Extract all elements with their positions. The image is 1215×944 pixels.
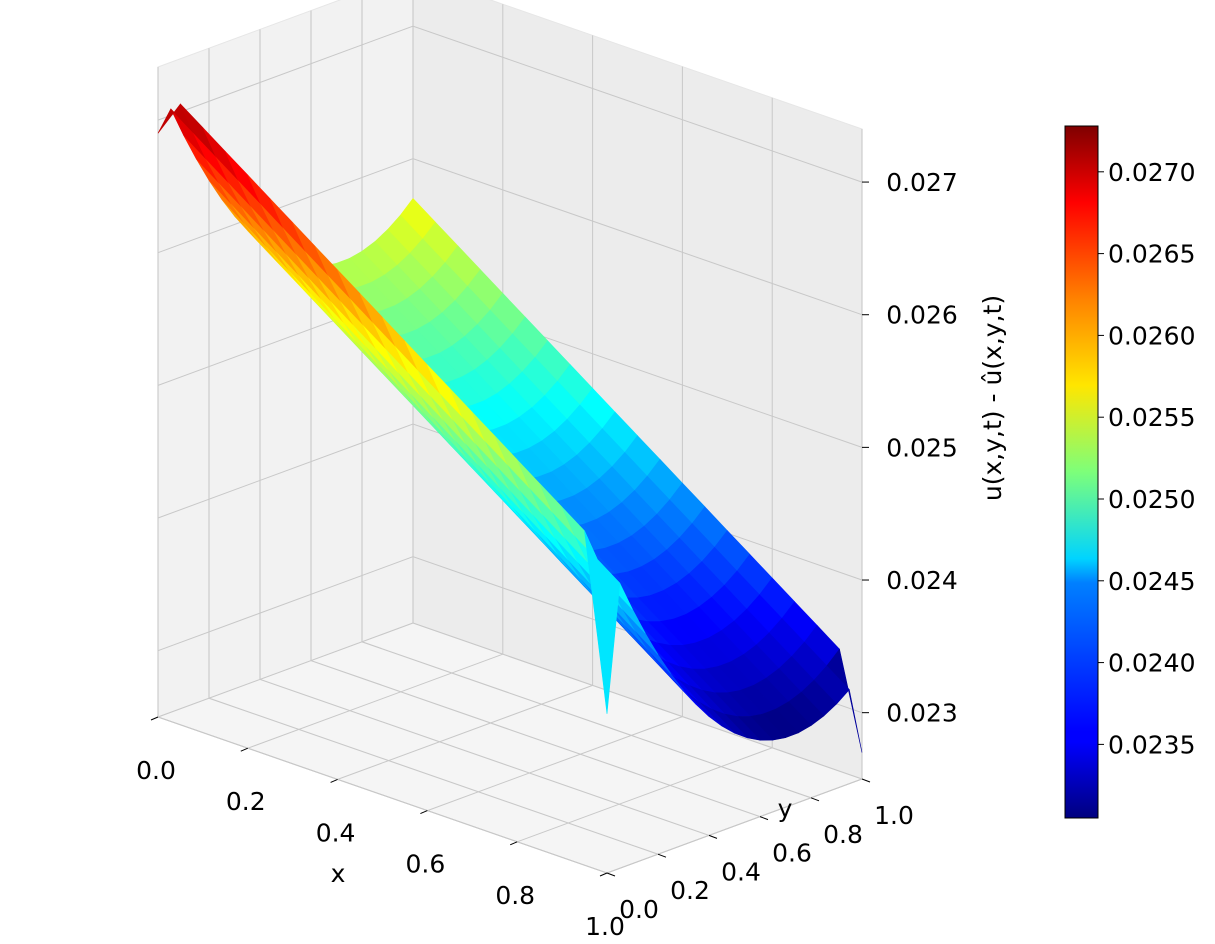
colorbar-tick-label: 0.0260 xyxy=(1108,321,1195,350)
x-tick-mark xyxy=(330,778,338,783)
z-tick-label: 0.023 xyxy=(886,699,958,728)
z-axis-label: u(x,y,t) - û(x,y,t) xyxy=(978,295,1007,501)
y-tick-mark xyxy=(708,834,718,839)
x-tick-label: 1.0 xyxy=(585,912,625,941)
colorbar-tick-label: 0.0255 xyxy=(1108,403,1195,432)
grid-line-y xyxy=(310,660,761,818)
grid-line-y xyxy=(412,622,863,780)
colorbar-gradient xyxy=(1064,125,1099,819)
x-tick-label: 0.2 xyxy=(226,787,266,816)
x-tick-mark xyxy=(420,810,428,815)
x-tick-mark xyxy=(240,747,248,752)
z-tick-label: 0.024 xyxy=(886,566,958,595)
y-tick-label: 0.2 xyxy=(670,876,710,905)
surface-mesh xyxy=(157,103,863,753)
y-tick-label: 1.0 xyxy=(874,801,914,830)
z-tick-label: 0.026 xyxy=(886,301,958,330)
y-tick-label: 0.8 xyxy=(823,820,863,849)
grid-line-y xyxy=(208,697,659,855)
colorbar-tick-label: 0.0250 xyxy=(1108,485,1195,514)
grid-line-y xyxy=(259,678,710,836)
axis-ticks: 0.00.20.40.60.81.00.00.20.40.60.81.00.02… xyxy=(136,168,958,941)
y-tick-label: 0.4 xyxy=(721,857,761,886)
grid-line-z xyxy=(157,25,863,183)
y-tick-label: 0.0 xyxy=(619,895,659,924)
x-tick-label: 0.4 xyxy=(316,818,356,847)
y-tick-mark xyxy=(657,853,667,858)
colorbar-tick-label: 0.0265 xyxy=(1108,240,1195,269)
x-axis-line xyxy=(157,716,608,874)
x-tick-mark xyxy=(510,841,518,846)
x-tick-label: 0.0 xyxy=(136,756,176,785)
z-tick-label: 0.025 xyxy=(886,433,958,462)
surface-patch xyxy=(584,530,621,714)
x-axis-label: x xyxy=(331,859,346,888)
y-tick-label: 0.6 xyxy=(772,839,812,868)
colorbar-tick-label: 0.0235 xyxy=(1108,730,1195,759)
colorbar: 0.0235 0.0240 0.0245 0.0250 0.0255 0.0260 0.02… xyxy=(1064,125,1195,819)
y-tick-mark xyxy=(606,872,616,877)
colorbar-tick-label: 0.0240 xyxy=(1108,649,1195,678)
x-tick-mark xyxy=(599,872,608,877)
colorbar-ticks: 0.0235 0.0240 0.0245 0.0250 0.0255 0.0260 0.02… xyxy=(1098,158,1195,759)
y-axis-line xyxy=(606,778,863,874)
z-tick-label: 0.027 xyxy=(886,168,958,197)
colorbar-tick-label: 0.0270 xyxy=(1108,158,1195,187)
y-tick-mark xyxy=(759,816,769,821)
colorbar-tick-label: 0.0245 xyxy=(1108,567,1195,596)
x-tick-mark xyxy=(150,716,159,721)
y-tick-mark xyxy=(861,778,871,783)
x-tick-label: 0.6 xyxy=(406,850,446,879)
y-tick-mark xyxy=(810,797,820,802)
y-axis-label: y xyxy=(778,794,793,823)
x-tick-label: 0.8 xyxy=(495,881,535,910)
grid-line-y xyxy=(361,641,812,799)
